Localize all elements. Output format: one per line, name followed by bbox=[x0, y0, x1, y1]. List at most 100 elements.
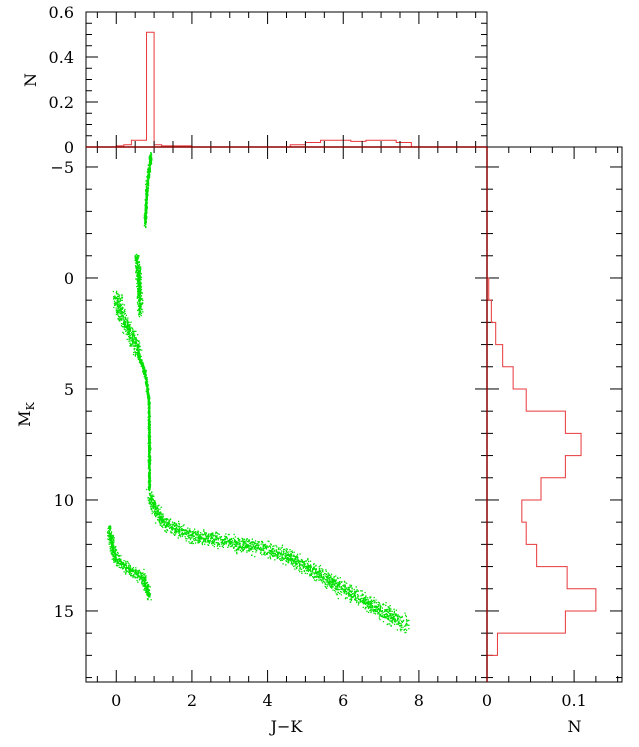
scatter-point bbox=[127, 333, 129, 336]
scatter-point bbox=[109, 539, 111, 541]
scatter-point bbox=[152, 507, 154, 509]
scatter-point bbox=[309, 560, 312, 562]
scatter-point bbox=[136, 286, 138, 288]
scatter-point bbox=[221, 539, 224, 541]
scatter-point bbox=[313, 566, 315, 568]
scatter-point bbox=[342, 585, 344, 587]
scatter-point bbox=[148, 405, 151, 407]
scatter-point bbox=[139, 307, 142, 309]
scatter-point bbox=[262, 548, 264, 551]
scatter-point bbox=[117, 295, 119, 298]
scatter-point bbox=[172, 528, 175, 530]
scatter-point bbox=[236, 552, 238, 554]
scatter-point bbox=[140, 302, 142, 305]
scatter-point bbox=[318, 579, 320, 581]
scatter-point bbox=[188, 529, 190, 531]
scatter-point bbox=[139, 275, 141, 277]
scatter-point bbox=[253, 544, 255, 546]
scatter-point bbox=[291, 563, 293, 565]
scatter-point bbox=[181, 528, 183, 530]
scatter-point bbox=[262, 549, 264, 551]
scatter-point bbox=[351, 599, 353, 601]
scatter-point bbox=[148, 589, 150, 591]
scatter-point bbox=[369, 607, 371, 609]
scatter-point bbox=[370, 604, 372, 606]
scatter-point bbox=[245, 546, 248, 548]
scatter-point bbox=[155, 514, 157, 516]
scatter-point bbox=[184, 531, 186, 533]
scatter-point bbox=[115, 557, 117, 559]
scatter-point bbox=[349, 584, 351, 586]
scatter-point bbox=[125, 562, 127, 565]
scatter-point bbox=[309, 568, 311, 570]
scatter-point bbox=[327, 577, 329, 579]
scatter-point bbox=[148, 417, 150, 419]
scatter-point bbox=[111, 546, 113, 548]
scatter-point bbox=[171, 521, 174, 523]
scatter-point bbox=[386, 613, 388, 616]
scatter-point bbox=[398, 625, 401, 627]
scatter-point bbox=[212, 532, 214, 534]
scatter-point bbox=[177, 537, 179, 539]
scatter-point bbox=[112, 534, 114, 537]
scatter-point bbox=[142, 579, 144, 581]
scatter-point bbox=[147, 584, 150, 586]
scatter-point bbox=[275, 544, 277, 547]
scatter-point bbox=[407, 619, 409, 622]
scatter-point bbox=[119, 304, 121, 306]
scatter-point bbox=[196, 533, 198, 535]
scatter-point bbox=[113, 537, 115, 539]
scatter-point bbox=[146, 195, 148, 198]
scatter-point bbox=[132, 575, 134, 577]
scatter-point bbox=[188, 533, 190, 535]
scatter-point bbox=[193, 531, 195, 534]
scatter-point bbox=[364, 597, 366, 599]
scatter-point bbox=[376, 607, 379, 609]
scatter-point bbox=[325, 569, 327, 571]
scatter-point bbox=[138, 349, 140, 351]
scatter-point bbox=[398, 615, 400, 617]
scatter-point bbox=[386, 611, 389, 613]
scatter-point bbox=[149, 169, 151, 171]
scatter-point bbox=[236, 541, 238, 543]
scatter-point bbox=[149, 595, 151, 597]
scatter-point bbox=[124, 308, 126, 311]
scatter-point bbox=[130, 326, 132, 329]
scatter-point bbox=[293, 554, 295, 556]
scatter-point bbox=[128, 571, 130, 574]
scatter-point bbox=[122, 306, 124, 308]
scatter-point bbox=[368, 604, 370, 606]
scatter-point bbox=[124, 564, 126, 566]
scatter-point bbox=[147, 176, 149, 179]
scatter-point bbox=[210, 534, 212, 536]
scatter-point bbox=[109, 546, 111, 548]
scatter-point bbox=[108, 531, 111, 533]
scatter-point bbox=[145, 587, 147, 589]
scatter-point bbox=[204, 534, 206, 536]
scatter-point bbox=[348, 588, 350, 590]
scatter-point bbox=[131, 339, 133, 341]
scatter-point bbox=[139, 297, 142, 300]
main-axis-ticks bbox=[86, 12, 622, 682]
scatter-point bbox=[129, 330, 131, 332]
scatter-point bbox=[130, 321, 132, 323]
scatter-point bbox=[184, 529, 186, 532]
scatter-point bbox=[128, 324, 130, 326]
scatter-point bbox=[148, 429, 150, 431]
scatter-point bbox=[145, 382, 147, 384]
scatter-point bbox=[351, 596, 354, 598]
scatter-point bbox=[137, 268, 139, 270]
scatter-point bbox=[147, 436, 149, 438]
scatter-point bbox=[211, 543, 213, 545]
scatter-point bbox=[223, 541, 225, 543]
scatter-point bbox=[116, 305, 118, 307]
scatter-point bbox=[396, 629, 398, 631]
scatter-point bbox=[336, 593, 338, 595]
scatter-point bbox=[349, 590, 352, 593]
scatter-point bbox=[127, 562, 129, 564]
scatter-point bbox=[119, 319, 122, 321]
scatter-point bbox=[320, 580, 323, 582]
scatter-point bbox=[186, 531, 188, 533]
scatter-point bbox=[299, 568, 301, 570]
scatter-point bbox=[257, 541, 259, 543]
